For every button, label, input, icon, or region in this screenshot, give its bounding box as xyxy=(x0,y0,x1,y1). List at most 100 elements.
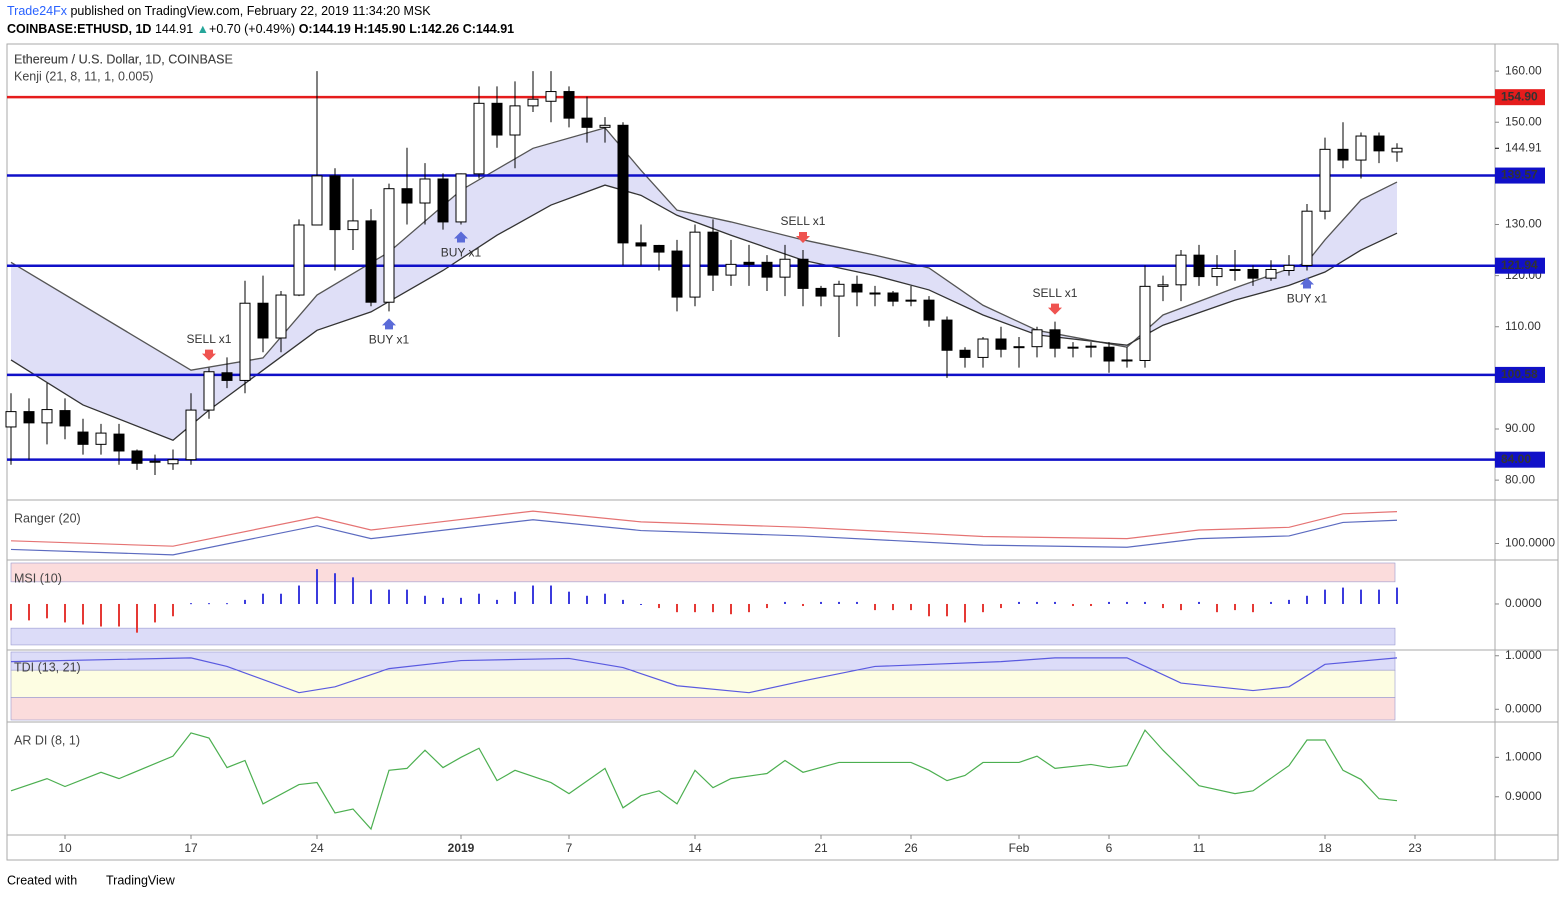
bar xyxy=(1198,601,1200,604)
bar xyxy=(424,595,426,604)
bar xyxy=(874,603,876,611)
y-tick-label: 90.00 xyxy=(1505,421,1535,435)
bar xyxy=(460,597,462,604)
candle-body xyxy=(1085,345,1097,348)
x-tick-label: 7 xyxy=(566,841,573,855)
y-tick-label: 80.00 xyxy=(1505,472,1535,486)
candle-body xyxy=(761,261,773,278)
header-line-1: Trade24Fx published on TradingView.com, … xyxy=(7,4,431,18)
candle-body xyxy=(707,231,719,276)
level-label: 154.90 xyxy=(1501,89,1538,103)
candle-body xyxy=(689,231,701,298)
bar xyxy=(550,585,552,604)
candle-body xyxy=(1319,148,1331,212)
kenji-cloud xyxy=(11,127,1397,441)
candle-body xyxy=(1031,329,1043,348)
candle-body xyxy=(167,459,179,465)
header-line-2: COINBASE:ETHUSD, 1D 144.91 ▲+0.70 (+0.49… xyxy=(7,22,514,36)
bar xyxy=(64,603,66,623)
candle-body xyxy=(1355,135,1367,161)
bar xyxy=(892,603,894,611)
series-line xyxy=(10,729,1398,831)
candle-body xyxy=(257,302,269,339)
candle-body xyxy=(329,175,341,231)
change: +0.70 (+0.49%) xyxy=(209,22,295,36)
signal-label: BUY x1 xyxy=(441,246,482,260)
x-tick-label: 6 xyxy=(1106,841,1113,855)
bar xyxy=(586,595,588,604)
bar xyxy=(1378,589,1380,604)
bar xyxy=(676,603,678,613)
candle-body xyxy=(563,91,575,119)
series-line xyxy=(10,519,1398,556)
footer-logo[interactable]: TradingView xyxy=(106,873,176,887)
last-price-label: 144.91 xyxy=(1505,140,1542,154)
level-label: 121.94 xyxy=(1501,258,1538,272)
candle-body xyxy=(743,261,755,265)
bar xyxy=(1090,603,1092,607)
candle-body xyxy=(959,349,971,358)
level-label: 139.57 xyxy=(1501,168,1538,182)
bar xyxy=(244,599,246,604)
signal-label: SELL x1 xyxy=(187,332,232,346)
candle-body xyxy=(1391,147,1403,153)
bar xyxy=(1144,601,1146,604)
band xyxy=(10,651,1396,671)
bar xyxy=(1180,603,1182,611)
last: 144.91 xyxy=(155,22,193,36)
bar xyxy=(1018,601,1020,604)
candle-body xyxy=(1283,264,1295,272)
candle-body xyxy=(851,283,863,293)
bar xyxy=(388,589,390,604)
level-tag xyxy=(1495,451,1545,468)
x-tick-label: 10 xyxy=(58,841,72,855)
candle-body xyxy=(977,338,989,358)
bar xyxy=(1126,601,1128,604)
bar xyxy=(1108,601,1110,604)
series-line xyxy=(10,184,1398,441)
level-tag xyxy=(1495,257,1545,274)
bar xyxy=(1000,603,1002,609)
series-line xyxy=(10,657,1398,694)
bar xyxy=(946,603,948,617)
y-tick-label: 110.00 xyxy=(1505,319,1541,333)
bar xyxy=(820,601,822,604)
candle-body xyxy=(95,432,107,445)
candle-body xyxy=(275,294,287,339)
signal-arrow xyxy=(202,349,216,361)
bar xyxy=(1036,601,1038,604)
level-tag xyxy=(1495,89,1545,106)
candle-body xyxy=(1049,329,1061,349)
bar xyxy=(1324,589,1326,604)
bar xyxy=(352,577,354,604)
x-tick-label: 26 xyxy=(904,841,918,855)
series-line xyxy=(10,510,1398,547)
band xyxy=(10,627,1396,646)
y-tick-label: 0.0000 xyxy=(1505,701,1542,715)
pane-title: Ethereum / U.S. Dollar, 1D, COINBASE xyxy=(14,52,233,66)
bar xyxy=(712,603,714,613)
level-label: 100.58 xyxy=(1501,367,1538,381)
x-tick-label: 21 xyxy=(814,841,828,855)
candle-body xyxy=(383,188,395,303)
y-tick-label: 100.0000 xyxy=(1505,536,1555,550)
x-tick-label: 11 xyxy=(1193,841,1206,855)
bar xyxy=(1054,601,1056,604)
footer-created: Created with xyxy=(7,873,77,887)
bar xyxy=(982,603,984,613)
candle-body xyxy=(365,220,377,303)
bar xyxy=(10,603,12,621)
bar xyxy=(766,603,768,609)
signal-arrow xyxy=(1300,277,1314,289)
candle-body xyxy=(77,431,89,445)
y-tick-label: 130.00 xyxy=(1505,217,1542,231)
candle-body xyxy=(59,410,71,427)
signal-label: SELL x1 xyxy=(1033,286,1078,300)
ohlc: O:144.19 H:145.90 L:142.26 C:144.91 xyxy=(299,22,514,36)
candle-body xyxy=(995,338,1007,350)
signal-label: BUY x1 xyxy=(369,333,410,347)
brand[interactable]: Trade24Fx xyxy=(7,4,68,18)
indicator-title: Kenji (21, 8, 11, 1, 0.005) xyxy=(14,69,153,83)
candle-body xyxy=(1247,268,1259,279)
